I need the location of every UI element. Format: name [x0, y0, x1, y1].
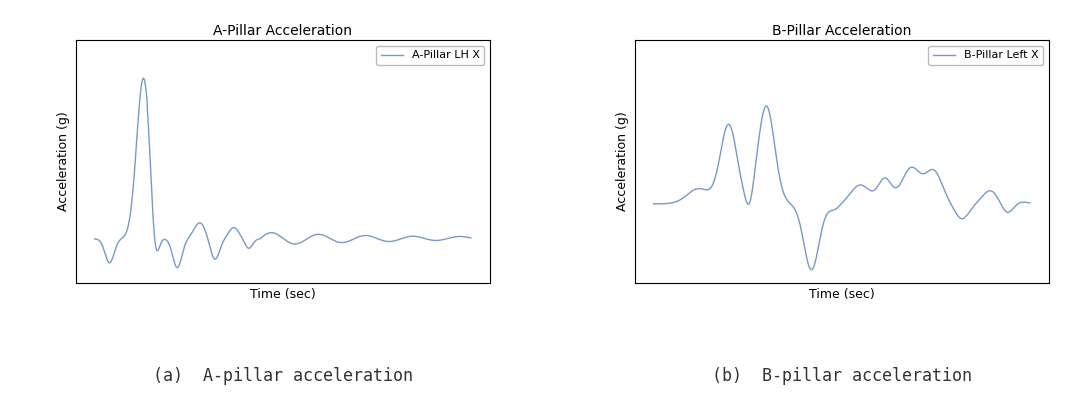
Title: A-Pillar Acceleration: A-Pillar Acceleration [213, 24, 352, 38]
Legend: B-Pillar Left X: B-Pillar Left X [929, 46, 1043, 65]
X-axis label: Time (sec): Time (sec) [250, 288, 316, 301]
Text: (a)  A-pillar acceleration: (a) A-pillar acceleration [152, 367, 413, 385]
Legend: A-Pillar LH X: A-Pillar LH X [376, 46, 484, 65]
Y-axis label: Acceleration (g): Acceleration (g) [616, 112, 629, 211]
X-axis label: Time (sec): Time (sec) [809, 288, 875, 301]
Title: B-Pillar Acceleration: B-Pillar Acceleration [772, 24, 911, 38]
Y-axis label: Acceleration (g): Acceleration (g) [57, 112, 70, 211]
Text: (b)  B-pillar acceleration: (b) B-pillar acceleration [711, 367, 972, 385]
